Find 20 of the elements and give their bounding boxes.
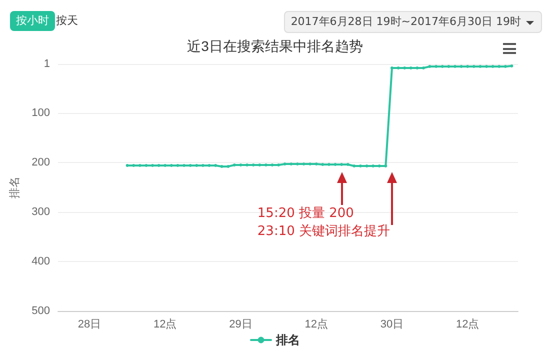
y-tick-label: 500	[32, 305, 50, 317]
annotation: 15:20 投量 200	[257, 206, 354, 221]
x-tick-label: 12点	[154, 318, 177, 330]
y-axis-title: 排名	[9, 176, 22, 198]
text: 2017年6月28日 19时~2017年6月30日 19时	[284, 11, 542, 33]
x-tick-label: 28日	[78, 318, 102, 330]
y-tick-label: 100	[32, 107, 50, 120]
y-tick-label: 300	[32, 206, 50, 218]
x-tick-label: 30日	[380, 318, 404, 330]
y-tick-label: 1	[44, 58, 50, 70]
y-tick-label: 400	[32, 256, 50, 268]
x-tick-label: 29日	[229, 318, 252, 330]
x-tick-label: 12点	[456, 318, 480, 330]
y-tick-label: 200	[32, 156, 50, 169]
chart-title: 近3日在搜索结果中排名趋势	[187, 38, 363, 54]
x-tick-label: 12点	[304, 318, 328, 330]
text: 按天	[55, 13, 79, 29]
legend-label: 排名	[275, 333, 300, 347]
annotation: 23:10 关键词排名提升	[257, 224, 390, 239]
text: 按小时	[10, 11, 55, 31]
